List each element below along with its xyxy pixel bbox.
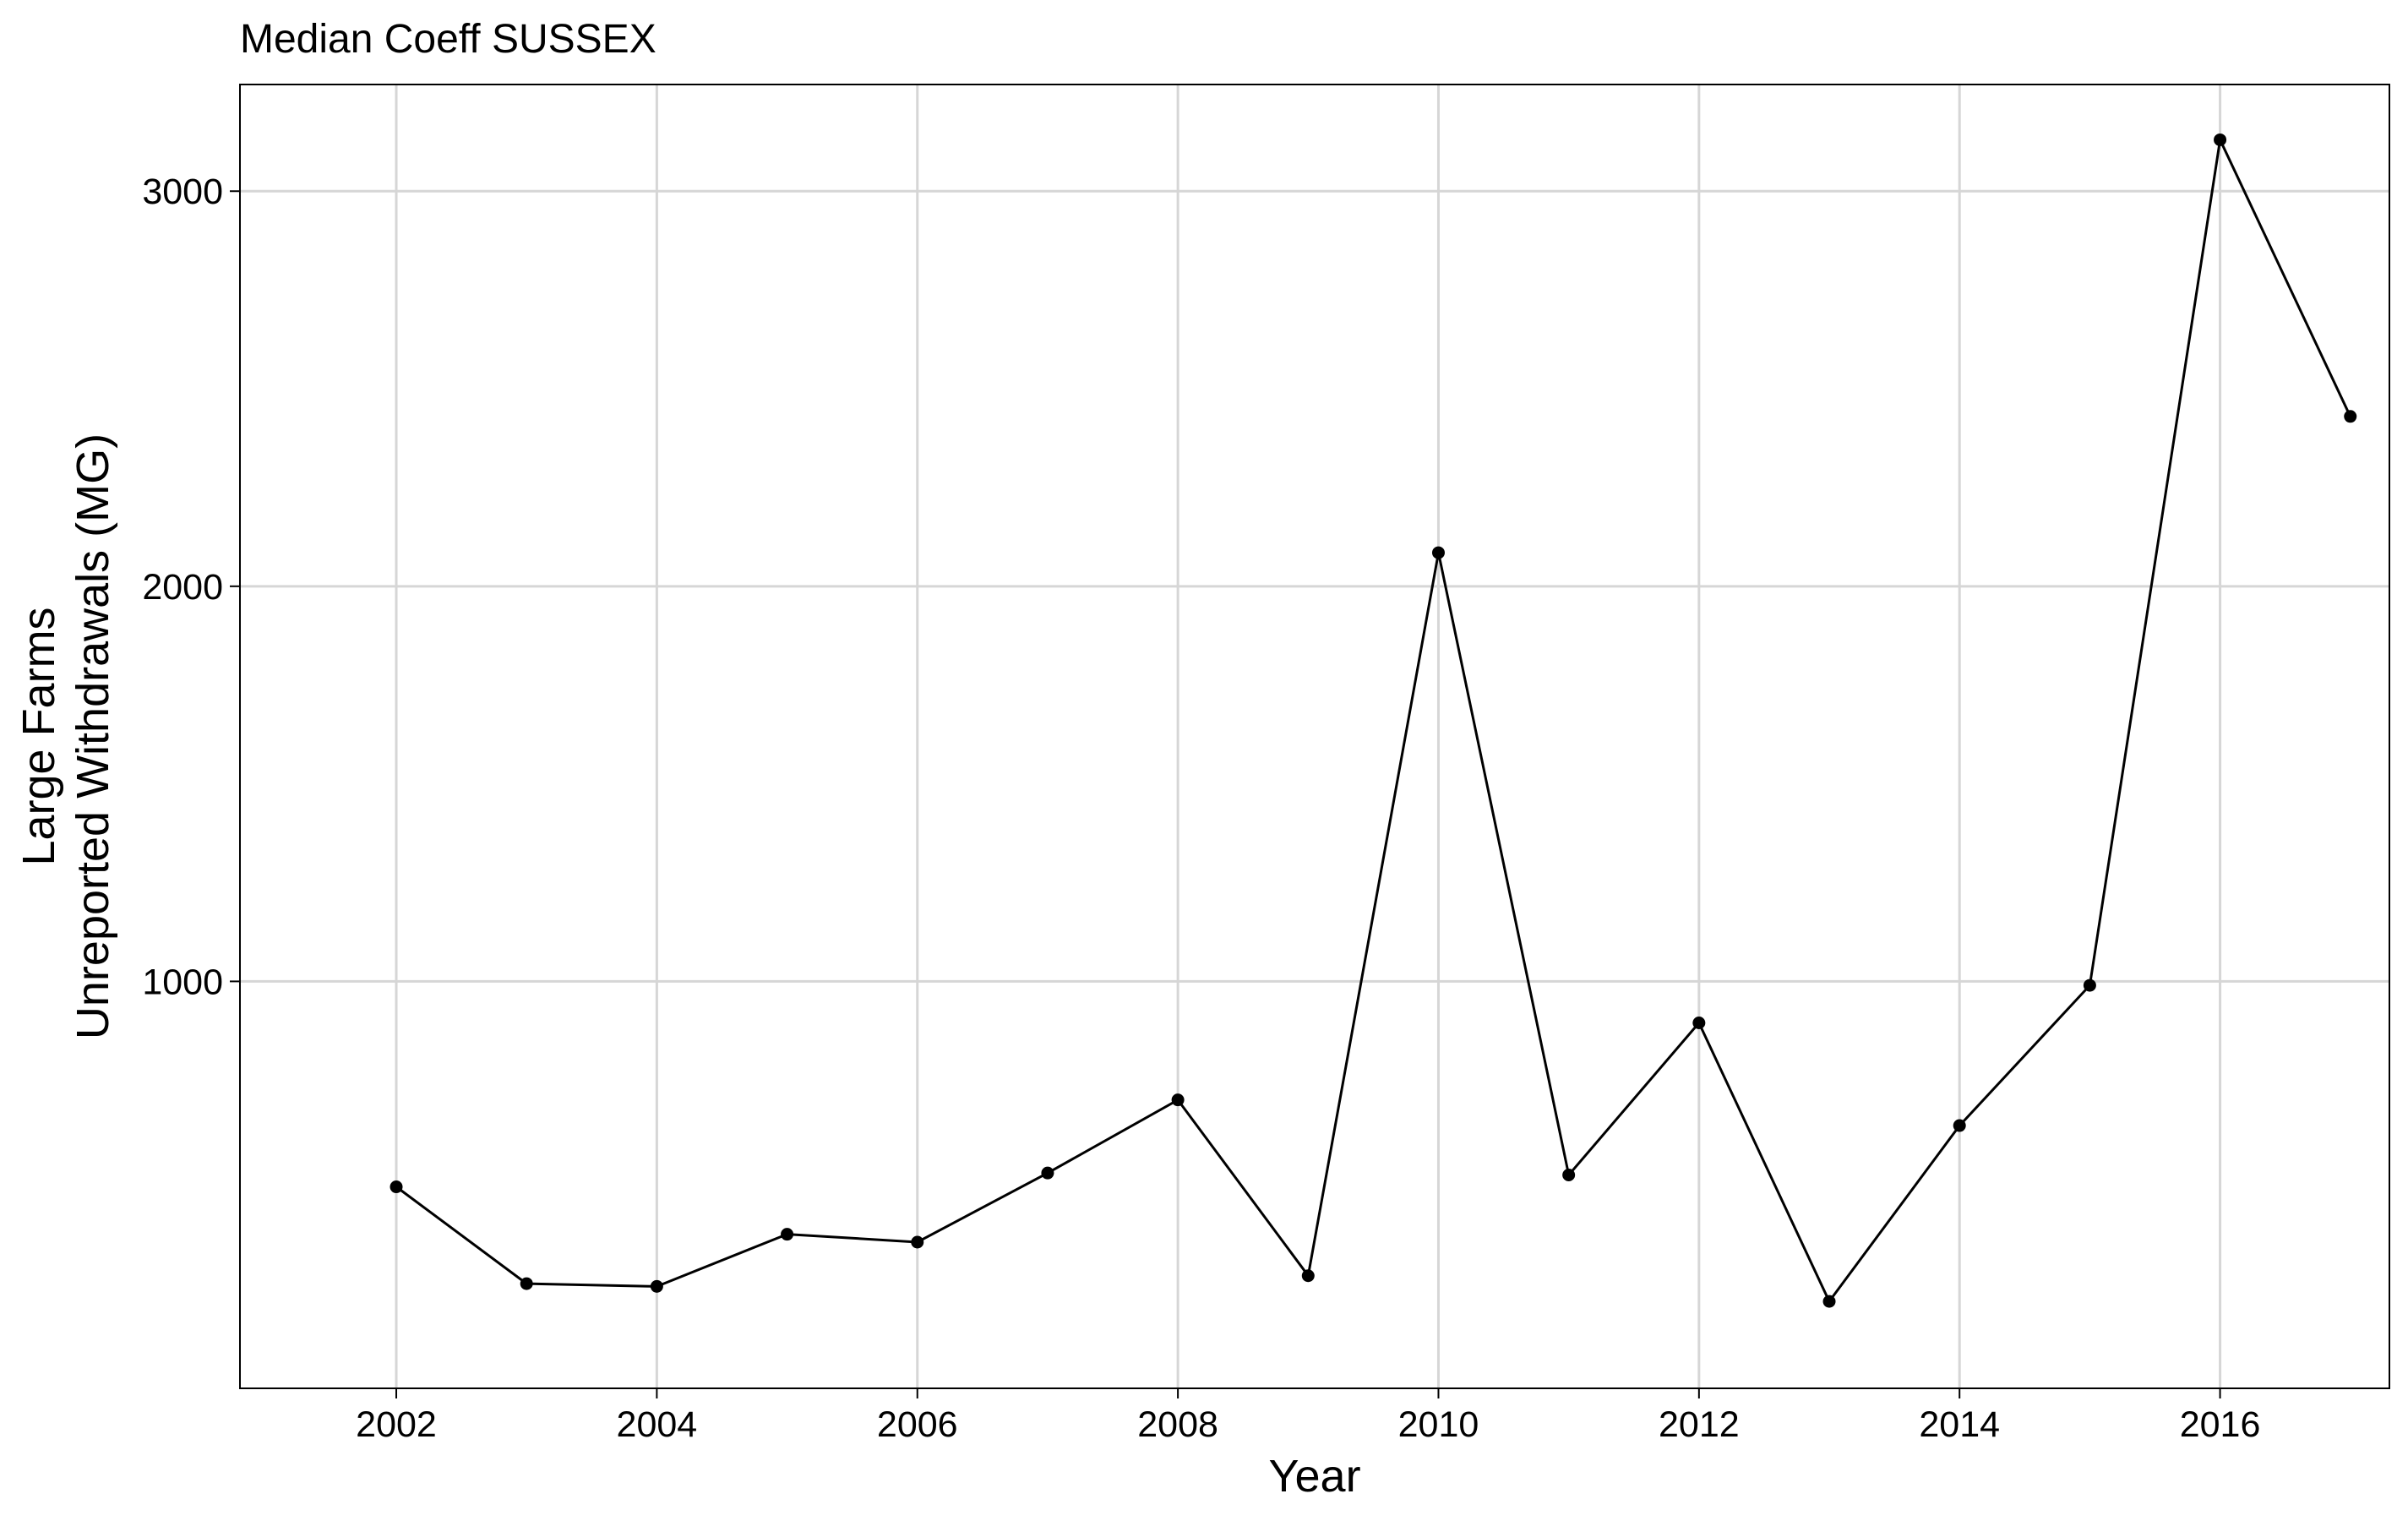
- data-point: [911, 1235, 924, 1249]
- x-tick-label: 2006: [877, 1404, 958, 1445]
- x-axis-label: Year: [1268, 1451, 1360, 1502]
- series-line: [395, 135, 2352, 1305]
- data-series: [390, 133, 2357, 1308]
- x-tick-label: 2012: [1659, 1404, 1740, 1445]
- x-tick-label: 2016: [2180, 1404, 2261, 1445]
- y-axis-label-line-2: Unreported Withdrawals (MG): [68, 433, 118, 1039]
- data-point: [520, 1277, 533, 1290]
- data-point: [781, 1228, 794, 1241]
- data-point: [1171, 1093, 1185, 1107]
- chart-title: Median Coeff SUSSEX: [240, 17, 656, 62]
- y-tick-label: 1000: [142, 962, 223, 1002]
- data-point: [2344, 410, 2357, 423]
- x-tick-label: 2004: [617, 1404, 698, 1445]
- gridlines: [240, 84, 2389, 1388]
- data-point: [390, 1180, 403, 1194]
- x-tick-label: 2002: [356, 1404, 437, 1445]
- data-point: [1692, 1016, 1706, 1029]
- data-point: [1301, 1269, 1315, 1283]
- x-tick-label: 2010: [1398, 1404, 1479, 1445]
- data-point: [1431, 546, 1445, 559]
- y-tick-label: 2000: [142, 567, 223, 608]
- data-point: [1953, 1119, 1966, 1132]
- data-point: [650, 1279, 663, 1293]
- axis-ticks: 2002 2004 2006 2008 2010 2012 2014 2016 1000 2000…: [142, 172, 2260, 1445]
- data-point: [1822, 1295, 1836, 1308]
- x-tick-label: 2008: [1137, 1404, 1218, 1445]
- data-point: [1562, 1169, 1576, 1182]
- data-point: [2214, 133, 2227, 146]
- plot-panel-border: [239, 84, 2390, 1389]
- y-axis-label-line-1: Large Farms: [14, 607, 64, 865]
- y-tick-label: 3000: [142, 172, 223, 212]
- y-axis-label: Large Farms Unreported Withdrawals (MG): [14, 433, 118, 1039]
- data-point: [1041, 1166, 1054, 1180]
- x-tick-label: 2014: [1919, 1404, 2000, 1445]
- data-point: [2083, 979, 2096, 992]
